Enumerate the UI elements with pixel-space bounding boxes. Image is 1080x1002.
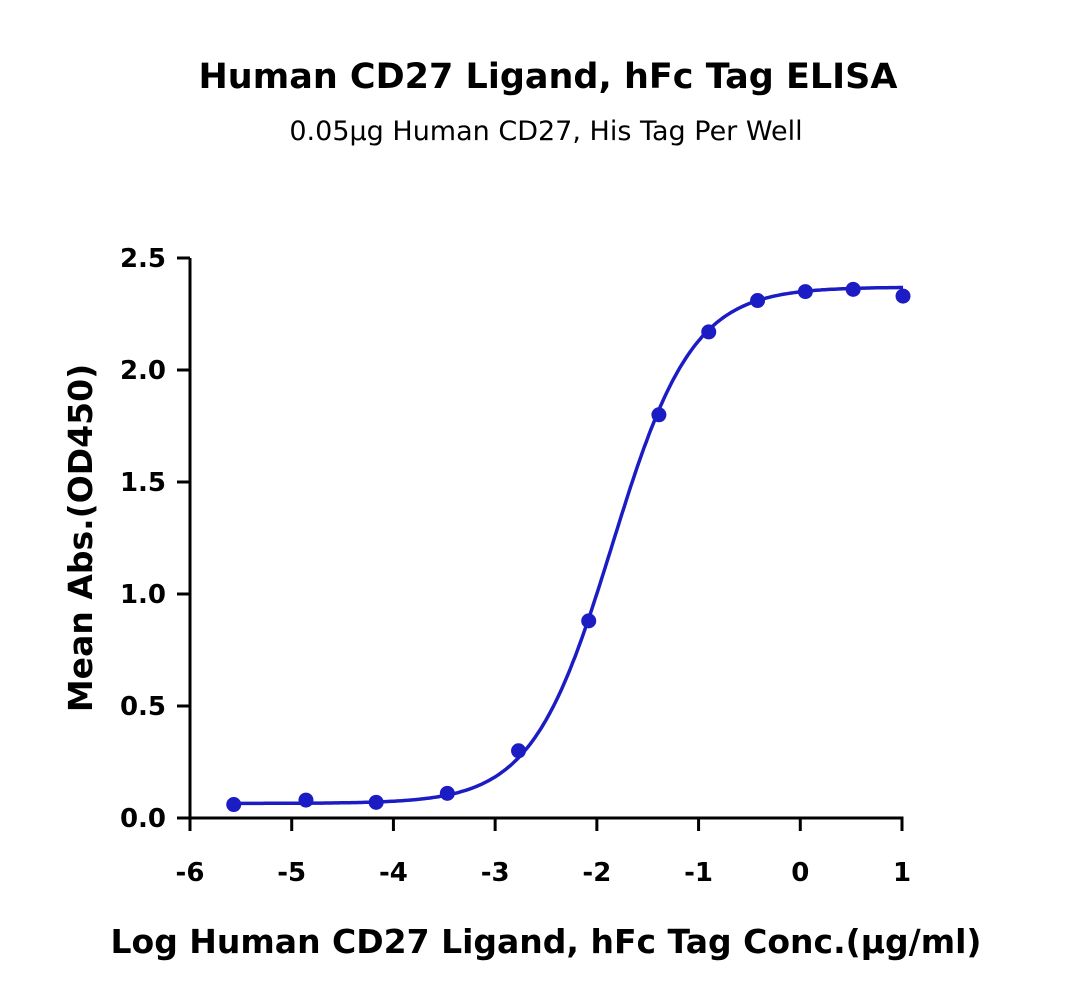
x-tick-label: 0 — [791, 858, 809, 888]
data-point — [701, 324, 717, 340]
y-tick-label: 1.5 — [120, 468, 166, 498]
y-tick-label: 2.0 — [120, 356, 166, 386]
data-point — [368, 794, 384, 810]
data-point — [298, 792, 314, 808]
fit-curve-group — [233, 285, 903, 806]
x-tick-label: -2 — [582, 858, 611, 888]
axes: -6 -5 -4 -3 -2 -1 0 1 0.0 0.5 1.0 1.5 2.0 2.5 — [120, 244, 911, 888]
y-tick-label: 1.0 — [120, 580, 166, 610]
data-point — [797, 284, 813, 300]
x-tick-label: -4 — [379, 858, 408, 888]
data-point — [439, 785, 455, 801]
y-axis-label: Mean Abs.(OD450) — [61, 364, 100, 712]
x-tick-label: 1 — [893, 858, 911, 888]
y-tick-label: 2.5 — [120, 244, 166, 274]
chart-title: Human CD27 Ligand, hFc Tag ELISA — [199, 57, 898, 97]
y-tick-label: 0.0 — [120, 804, 166, 834]
x-tick-label: -6 — [176, 858, 205, 888]
data-point — [511, 743, 527, 759]
data-points — [226, 281, 911, 813]
x-tick-label: -5 — [277, 858, 306, 888]
data-point — [750, 293, 766, 309]
data-point — [226, 797, 242, 813]
x-axis-label: Log Human CD27 Ligand, hFc Tag Conc.(μg/… — [111, 922, 982, 961]
data-point — [651, 407, 667, 423]
y-tick-label: 0.5 — [120, 692, 166, 722]
data-point — [581, 613, 597, 629]
data-point — [845, 281, 861, 297]
data-point — [895, 288, 911, 304]
fit-curve — [233, 285, 903, 806]
x-tick-label: -3 — [481, 858, 510, 888]
chart-subtitle: 0.05μg Human CD27, His Tag Per Well — [289, 116, 802, 147]
x-tick-label: -1 — [684, 858, 713, 888]
